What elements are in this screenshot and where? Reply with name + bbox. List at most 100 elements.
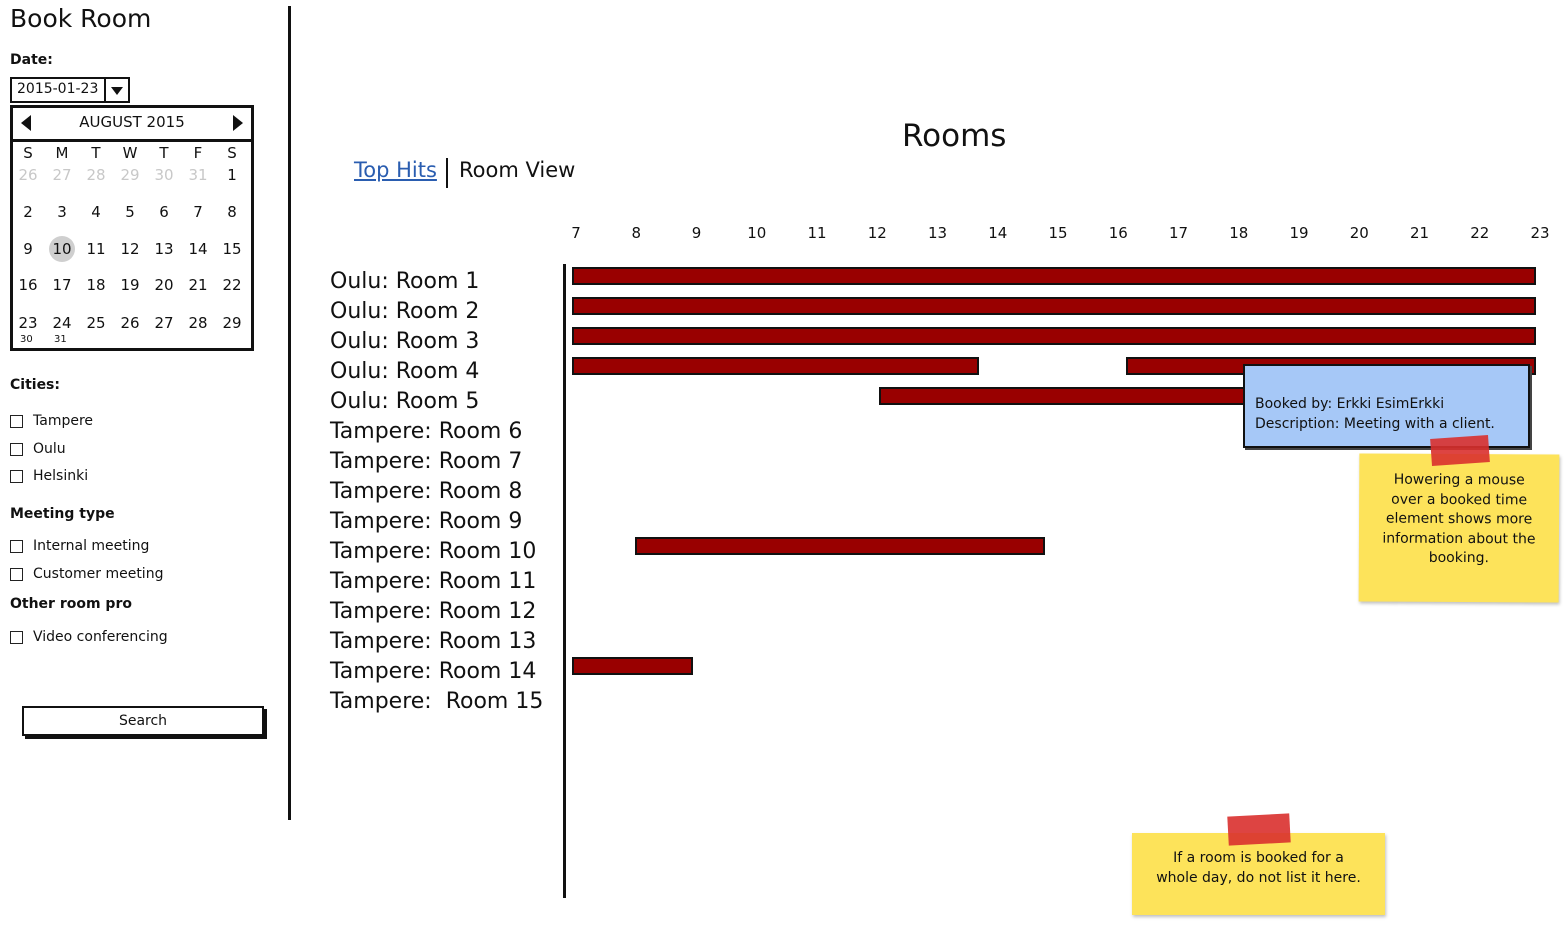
- calendar-day[interactable]: 4: [91, 203, 101, 221]
- room-label: Tampere: Room 8: [330, 479, 523, 504]
- checkbox[interactable]: [10, 539, 23, 553]
- chevron-down-icon: [111, 87, 123, 95]
- calendar-weekday: W: [122, 144, 138, 162]
- meeting-checkbox-customer-meeting[interactable]: Customer meeting: [10, 566, 163, 582]
- date-label: Date:: [10, 52, 53, 68]
- checkbox-label: Internal meeting: [33, 538, 150, 554]
- hour-tick-label: 14: [988, 224, 1008, 242]
- page-title: Rooms: [902, 118, 1007, 154]
- calendar-day[interactable]: 1: [227, 166, 237, 184]
- room-label: Tampere: Room 14: [330, 659, 537, 684]
- tooltip-description: Description: Meeting with a client.: [1255, 416, 1495, 432]
- checkbox[interactable]: [10, 469, 23, 483]
- calendar-day[interactable]: 12: [120, 240, 140, 258]
- date-field[interactable]: 2015-01-23: [10, 77, 130, 103]
- sidebar-divider: [288, 6, 291, 820]
- city-checkbox-helsinki[interactable]: Helsinki: [10, 468, 88, 484]
- booking-bar[interactable]: [572, 297, 1536, 315]
- calendar-weekday: M: [55, 144, 69, 162]
- calendar-day[interactable]: 27: [52, 166, 72, 184]
- calendar-day[interactable]: 19: [120, 276, 140, 294]
- booking-tooltip: Booked by: Erkki EsimErkki Description: …: [1243, 364, 1530, 448]
- property-checkbox-video-conferencing[interactable]: Video conferencing: [10, 629, 168, 645]
- note-whole-day-text: If a room is booked for a whole day, do …: [1156, 850, 1361, 886]
- calendar-day[interactable]: 2: [23, 203, 33, 221]
- date-dropdown-button[interactable]: [104, 79, 128, 101]
- calendar-day[interactable]: 22: [222, 276, 242, 294]
- booking-bar[interactable]: [572, 657, 693, 675]
- room-label: Tampere: Room 13: [330, 629, 537, 654]
- calendar-day[interactable]: 31: [54, 334, 67, 345]
- calendar-day[interactable]: 21: [188, 276, 208, 294]
- calendar-day[interactable]: 18: [86, 276, 106, 294]
- search-button[interactable]: Search: [22, 706, 264, 736]
- hour-tick-label: 10: [747, 224, 767, 242]
- tooltip-booked-by: Booked by: Erkki EsimErkki: [1255, 396, 1445, 412]
- calendar-day[interactable]: 30: [154, 166, 174, 184]
- room-label: Tampere: Room 11: [330, 569, 537, 594]
- booking-bar[interactable]: [635, 537, 1045, 555]
- calendar-day[interactable]: 25: [86, 314, 106, 332]
- prev-month-icon[interactable]: [21, 115, 31, 131]
- calendar-day[interactable]: 11: [86, 240, 106, 258]
- next-month-icon[interactable]: [233, 115, 243, 131]
- calendar-day[interactable]: 30: [20, 334, 33, 345]
- note-hover-text: Howering a mouse over a booked time elem…: [1382, 471, 1536, 567]
- calendar-day[interactable]: 26: [18, 166, 38, 184]
- room-label: Oulu: Room 3: [330, 329, 480, 354]
- booking-bar[interactable]: [572, 327, 1536, 345]
- hour-tick-label: 8: [631, 224, 642, 242]
- room-label: Tampere: Room 15: [330, 689, 544, 714]
- calendar-day[interactable]: 28: [86, 166, 106, 184]
- calendar-day[interactable]: 28: [188, 314, 208, 332]
- calendar-day[interactable]: 9: [23, 240, 33, 258]
- calendar-day[interactable]: 27: [154, 314, 174, 332]
- calendar-day[interactable]: 29: [222, 314, 242, 332]
- checkbox[interactable]: [10, 442, 23, 456]
- booking-bar[interactable]: [572, 357, 979, 375]
- calendar-day[interactable]: 16: [18, 276, 38, 294]
- city-checkbox-oulu[interactable]: Oulu: [10, 441, 66, 457]
- calendar-day[interactable]: 8: [227, 203, 237, 221]
- calendar-day[interactable]: 29: [120, 166, 140, 184]
- calendar-day[interactable]: 17: [52, 276, 72, 294]
- sticky-note-hover: Howering a mouse over a booked time elem…: [1358, 453, 1560, 603]
- checkbox-label: Oulu: [33, 441, 66, 457]
- room-label: Oulu: Room 2: [330, 299, 480, 324]
- calendar-day[interactable]: 20: [154, 276, 174, 294]
- city-checkbox-tampere[interactable]: Tampere: [10, 413, 93, 429]
- calendar-month: AUGUST 2015: [79, 113, 185, 131]
- calendar-day[interactable]: 5: [125, 203, 135, 221]
- calendar-day[interactable]: 15: [222, 240, 242, 258]
- hour-tick-label: 7: [571, 224, 581, 242]
- room-label: Oulu: Room 5: [330, 389, 480, 414]
- calendar-day-selected[interactable]: 10: [49, 236, 75, 262]
- checkbox[interactable]: [10, 414, 23, 428]
- gantt-axis-line: [563, 264, 566, 898]
- calendar-day[interactable]: 26: [120, 314, 140, 332]
- booking-bar[interactable]: [879, 387, 1253, 405]
- booking-bar[interactable]: [572, 267, 1536, 285]
- meeting-type-label: Meeting type: [10, 506, 115, 522]
- hour-tick-label: 12: [867, 224, 887, 242]
- calendar-day[interactable]: 6: [159, 203, 169, 221]
- calendar-day[interactable]: 10: [45, 236, 79, 262]
- calendar-day[interactable]: 31: [188, 166, 208, 184]
- room-label: Tampere: Room 7: [330, 449, 523, 474]
- tab-room-view[interactable]: Room View: [459, 158, 576, 182]
- meeting-checkbox-internal-meeting[interactable]: Internal meeting: [10, 538, 149, 554]
- calendar-day[interactable]: 3: [57, 203, 67, 221]
- date-value[interactable]: 2015-01-23: [17, 81, 99, 97]
- checkbox[interactable]: [10, 630, 23, 644]
- checkbox[interactable]: [10, 567, 23, 581]
- hour-tick-label: 9: [691, 224, 702, 242]
- calendar-day[interactable]: 24: [52, 314, 72, 332]
- sidebar-title: Book Room: [10, 4, 152, 33]
- calendar-day[interactable]: 13: [154, 240, 174, 258]
- hour-tick-label: 11: [807, 224, 827, 242]
- calendar-day[interactable]: 14: [188, 240, 208, 258]
- room-label: Tampere: Room 12: [330, 599, 537, 624]
- calendar-day[interactable]: 23: [18, 314, 38, 332]
- tab-top-hits[interactable]: Top Hits: [354, 158, 437, 182]
- calendar-day[interactable]: 7: [193, 203, 203, 221]
